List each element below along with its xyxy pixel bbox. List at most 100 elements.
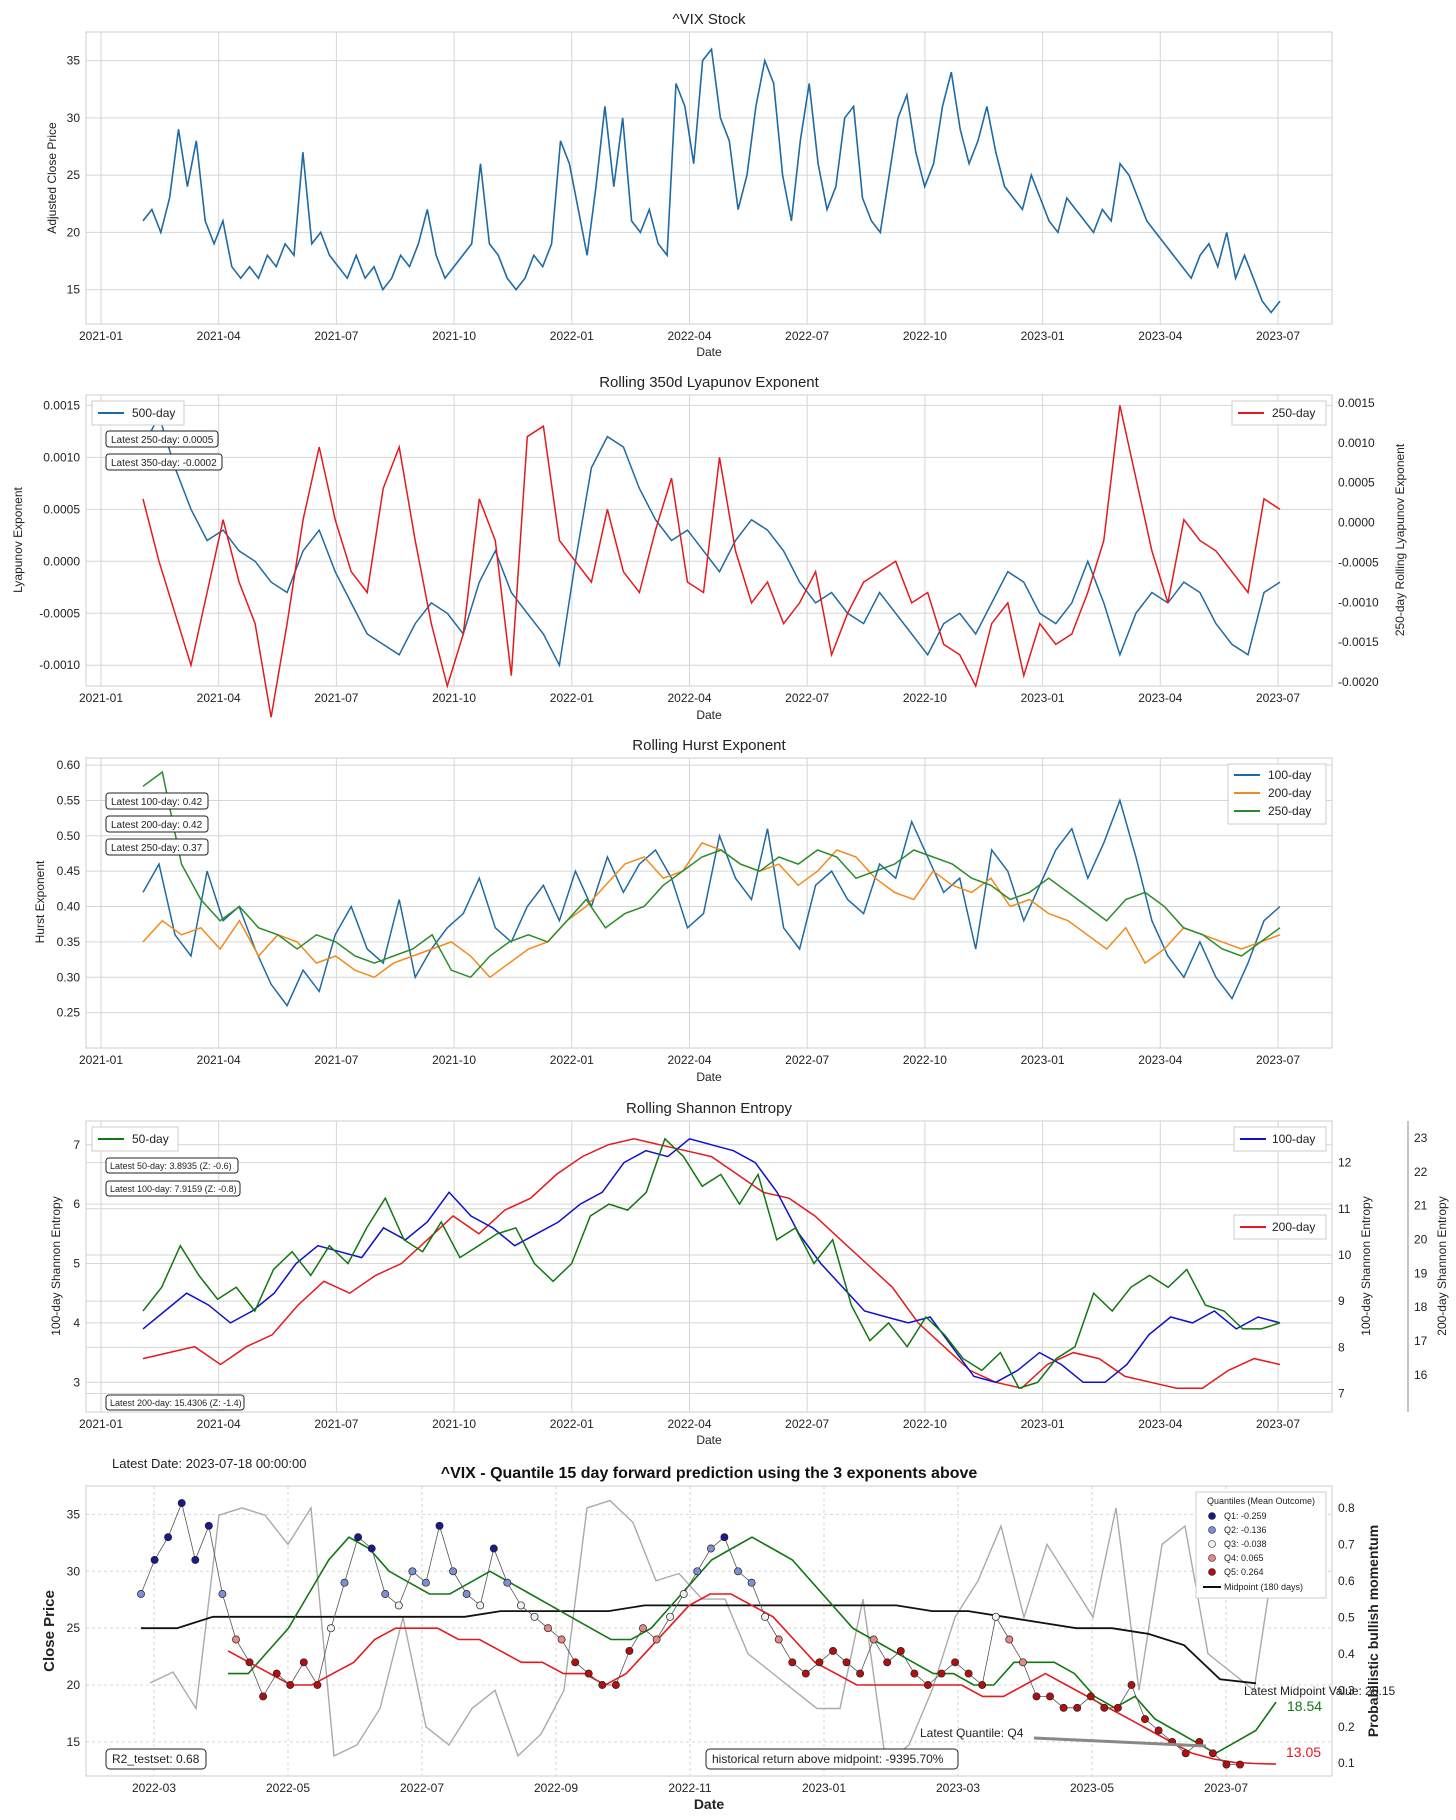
quantile-point [516,1601,525,1610]
x-tick-label: 2022-01 [550,691,594,705]
x-tick-label: 2023-01 [1021,1417,1065,1431]
x-tick-label: 2021-07 [314,691,358,705]
panel3-legend: 100-day 200-day 250-day [1227,763,1327,825]
quantile-point [421,1578,430,1587]
y-tick-label: 23 [1414,1131,1428,1145]
panel5-xlabel: Date [694,1796,725,1812]
quantile-point [313,1681,322,1689]
panel2-frame [85,394,1333,687]
panel3-yticks: 0.25 0.30 0.35 0.40 0.45 0.50 0.55 0.60 [57,758,81,1020]
panel4-grid [86,1121,1332,1412]
panel1-xlabel: Date [696,345,722,359]
legend-250-day-label: 250-day [1268,804,1311,818]
panel2-ylabel: Lyapunov Exponent [11,487,25,593]
quantile-point [408,1567,417,1576]
y-tick-label: 22 [1414,1165,1428,1179]
quantile-point [720,1533,729,1542]
x-tick-label: 2021-01 [79,1053,123,1067]
quantile-point [1154,1726,1163,1735]
x-tick-label: 2023-07 [1256,1053,1300,1067]
quantile-point [150,1555,159,1564]
quantile-point [598,1681,607,1689]
y-tick-label: 0.0015 [43,398,80,412]
quantile-point [462,1590,471,1598]
y-tick-label: 4 [73,1316,80,1330]
latest-100-day-annotation: Latest 100-day: 0.42 [111,797,203,808]
panel2-yticks-right: -0.0020 -0.0015 -0.0010 -0.0005 0.0000 0.0005… [1338,396,1379,689]
quantile-point [951,1658,960,1667]
x-tick-label: 2022-10 [903,1417,947,1431]
quantile-point [666,1612,675,1621]
x-tick-label: 2022-04 [667,1417,711,1431]
panel4-ylabel: 100-day Shannon Entropy [49,1196,63,1335]
x-tick-label: 2023-01 [802,1781,846,1795]
y-tick-label: 0.3 [1338,1683,1355,1697]
panel2-xlabel: Date [696,708,722,722]
y-tick-label: 3 [73,1375,80,1389]
x-tick-label: 2022-09 [534,1781,578,1795]
panel2-grid [86,395,1332,686]
quantile-point [883,1658,892,1667]
x-tick-label: 2021-07 [314,1053,358,1067]
x-tick-label: 2021-01 [79,691,123,705]
x-tick-label: 2023-07 [1256,691,1300,705]
legend-midpoint-label: Midpoint (180 days) [1224,1582,1303,1592]
end-red-value: 13.05 [1286,1744,1321,1760]
quantile-point [842,1658,851,1667]
quantile-point [1005,1635,1014,1644]
quantile-point [747,1578,756,1587]
quantile-point [354,1533,363,1542]
x-tick-label: 2022-04 [667,691,711,705]
legend-q4-label: Q4: 0.065 [1224,1553,1264,1563]
y-tick-label: 0.0005 [1338,476,1375,490]
upper-band-line [228,1536,1277,1755]
x-tick-label: 2022-03 [132,1781,176,1795]
quantile-point [978,1681,987,1689]
hurst-200-day-line [142,841,1281,979]
quantile-point [367,1544,376,1553]
y-tick-label: 15 [67,283,81,297]
annotation-box [105,838,209,856]
latest-quantile-arrow [1033,1736,1207,1748]
quantile-point [639,1624,647,1633]
quantile-point [991,1612,1000,1621]
quantile-point [489,1544,498,1553]
y-tick-label: 35 [67,54,81,68]
legend-q3-label: Q3: -0.038 [1224,1539,1267,1549]
y-tick-label: 5 [73,1257,80,1271]
x-tick-label: 2022-04 [667,329,711,343]
close-price-line [140,1501,1240,1765]
annotation-box [105,1157,239,1174]
x-tick-label: 2022-01 [550,1417,594,1431]
y-tick-label: 0.0015 [1338,396,1375,410]
y-tick-label: 16 [1414,1368,1428,1382]
panel2-legend-right: 250-day [1231,400,1327,426]
quantile-point [340,1578,349,1587]
x-tick-label: 2021-04 [197,1417,241,1431]
x-tick-label: 2023-07 [1256,1417,1300,1431]
legend-200-day-label: 200-day [1272,1220,1315,1234]
y-tick-label: 0.45 [57,864,81,878]
annotation-box [105,430,219,448]
legend-q5-marker [1208,1568,1216,1576]
y-tick-label: 17 [1414,1334,1428,1348]
panel3-frame [85,757,1333,1049]
panel4-legend-c: 200-day [1233,1214,1327,1240]
y-tick-label: 0.0000 [43,554,80,568]
y-tick-label: 30 [67,1564,81,1578]
x-tick-label: 2023-01 [1021,329,1065,343]
lyapunov-250-day-line [142,405,1281,718]
x-tick-label: 2023-05 [1070,1781,1114,1795]
y-tick-label: 9 [1338,1294,1345,1308]
panel5-frame [85,1485,1333,1777]
quantile-point [734,1567,742,1576]
panel2-legend-left: 500-day [91,400,185,426]
quantile-point [788,1658,797,1667]
panel4-xticks: 2021-01 2021-04 2021-07 2021-10 2022-01 2022-… [79,1417,1300,1431]
legend-q1-label: Q1: -0.259 [1224,1511,1267,1521]
legend-q2-label: Q2: -0.136 [1224,1525,1267,1535]
x-tick-label: 2022-04 [667,1053,711,1067]
latest-200-day-annotation: Latest 200-day: 0.42 [111,820,203,831]
